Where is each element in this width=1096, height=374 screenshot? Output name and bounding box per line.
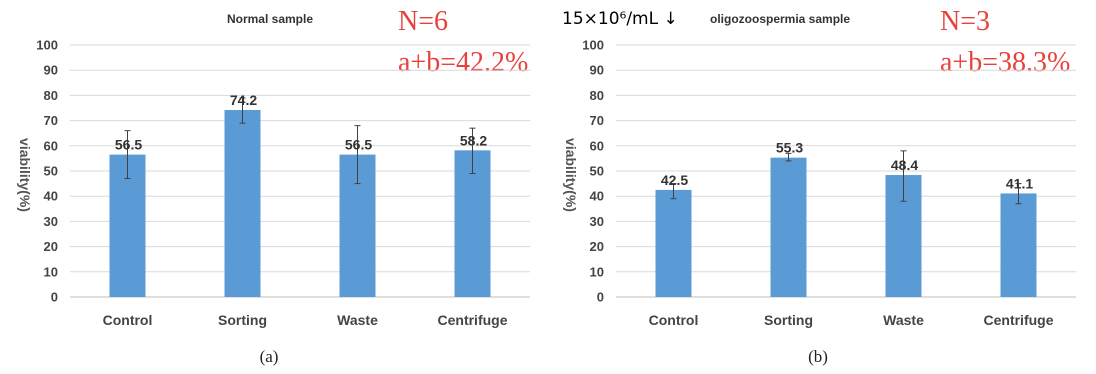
annotation-ab: a+b=38.3% xyxy=(940,47,1070,78)
x-tick-label: Sorting xyxy=(218,312,267,328)
x-tick-label: Waste xyxy=(337,312,378,328)
y-tick-label: 10 xyxy=(44,264,58,279)
annotation-n: N=3 xyxy=(940,6,990,37)
y-tick-label: 0 xyxy=(51,290,58,305)
x-tick-label: Centrifuge xyxy=(984,312,1054,328)
y-tick-label: 30 xyxy=(590,214,604,229)
bar xyxy=(655,189,692,297)
gridlines xyxy=(616,44,1076,298)
bar xyxy=(454,150,491,297)
y-tick-label: 70 xyxy=(590,113,604,128)
y-tick-label: 90 xyxy=(44,63,58,78)
error-bar xyxy=(469,127,476,175)
annotation-n: N=6 xyxy=(398,6,448,37)
data-label: 55.3 xyxy=(776,140,803,156)
y-tick-label: 60 xyxy=(44,138,58,153)
x-tick-label: Waste xyxy=(883,312,924,328)
bar xyxy=(770,157,807,297)
y-tick-label: 100 xyxy=(36,38,58,53)
y-tick-label: 0 xyxy=(597,290,604,305)
data-label: 56.5 xyxy=(115,137,142,153)
y-ticks: 0 10 20 30 40 50 60 70 80 90 100 xyxy=(36,38,58,305)
chart-title: Normal sample xyxy=(227,12,313,26)
error-bar xyxy=(900,150,907,202)
x-ticks: Control Sorting Waste Centrifuge xyxy=(103,312,508,328)
x-tick-label: Sorting xyxy=(764,312,813,328)
error-bar xyxy=(785,152,792,162)
bars: 42.5 55.3 48.4 41.1 xyxy=(655,140,1037,297)
y-tick-label: 20 xyxy=(590,239,604,254)
y-tick-label: 90 xyxy=(590,63,604,78)
chart-title: oligozoospermia sample xyxy=(710,12,850,26)
y-tick-label: 80 xyxy=(44,88,58,103)
y-axis-label: viability(%) xyxy=(17,138,33,212)
panel-label: (a) xyxy=(260,347,279,366)
y-tick-label: 100 xyxy=(582,38,604,53)
y-tick-label: 80 xyxy=(590,88,604,103)
x-tick-label: Centrifuge xyxy=(438,312,508,328)
gridlines xyxy=(70,44,530,298)
chart-b: 15×10⁶/mL ↓ oligozoospermia sample N=3 a… xyxy=(562,6,1076,366)
error-bar xyxy=(354,125,361,185)
y-tick-label: 10 xyxy=(590,264,604,279)
bars: 56.5 74.2 56.5 58.2 xyxy=(109,92,491,298)
panel-label: (b) xyxy=(808,347,828,366)
x-tick-label: Control xyxy=(649,312,699,328)
y-tick-label: 30 xyxy=(44,214,58,229)
data-label: 48.4 xyxy=(891,157,918,173)
y-axis-label: viability(%) xyxy=(563,138,579,212)
bar xyxy=(1000,193,1037,297)
y-tick-label: 40 xyxy=(44,189,58,204)
error-bar xyxy=(1015,183,1022,205)
error-bar xyxy=(239,97,246,124)
data-label: 56.5 xyxy=(345,137,372,153)
error-bar xyxy=(124,130,131,180)
y-tick-label: 50 xyxy=(590,164,604,179)
y-tick-label: 60 xyxy=(590,138,604,153)
chart-a: Normal sample N=6 a+b=42.2% viability(%)… xyxy=(17,6,530,366)
error-bar xyxy=(670,183,677,200)
y-tick-label: 40 xyxy=(590,189,604,204)
data-label: 42.5 xyxy=(661,172,688,188)
x-tick-label: Control xyxy=(103,312,153,328)
data-label: 74.2 xyxy=(230,92,257,108)
data-label: 58.2 xyxy=(460,132,487,148)
y-tick-label: 20 xyxy=(44,239,58,254)
y-tick-label: 70 xyxy=(44,113,58,128)
bar xyxy=(224,110,261,298)
y-ticks: 0 10 20 30 40 50 60 70 80 90 100 xyxy=(582,38,604,305)
data-label: 41.1 xyxy=(1006,175,1033,191)
x-ticks: Control Sorting Waste Centrifuge xyxy=(649,312,1054,328)
chart-title-prefix: 15×10⁶/mL ↓ xyxy=(562,9,678,29)
y-tick-label: 50 xyxy=(44,164,58,179)
annotation-ab: a+b=42.2% xyxy=(398,47,528,78)
